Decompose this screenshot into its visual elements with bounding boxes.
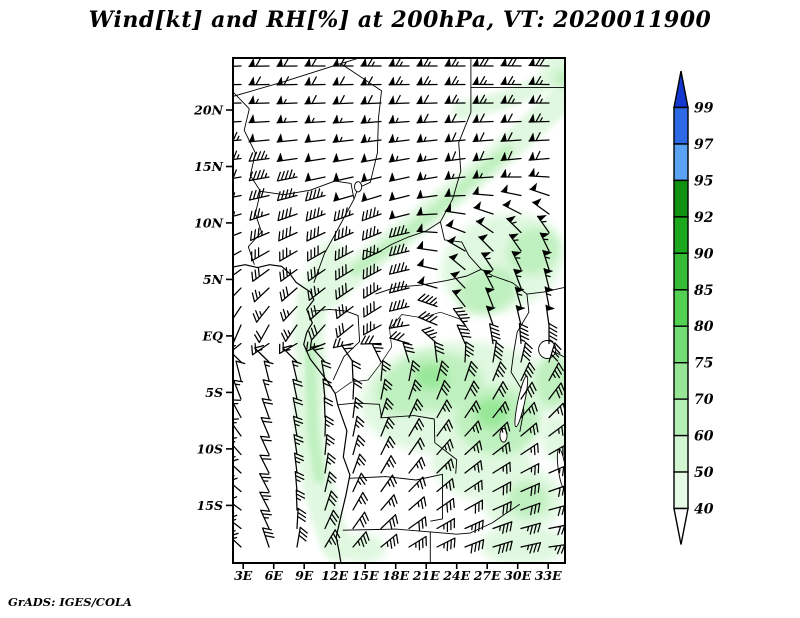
border-line: [526, 286, 565, 295]
rh-patch: [480, 524, 565, 563]
lon-label-33E: 33E: [535, 568, 562, 583]
border-line: [348, 473, 443, 522]
rh-band: [349, 145, 514, 276]
wind-barb-pennants: [248, 58, 556, 312]
rh-band: [452, 63, 565, 120]
lat-label-5N: 5N: [203, 272, 224, 287]
lat-label-20N: 20N: [193, 103, 223, 118]
lon-label-24E: 24E: [442, 568, 470, 583]
lat-label-5S: 5S: [205, 385, 223, 400]
coastline: [233, 264, 351, 563]
colorbar-label-50: 50: [694, 465, 714, 481]
colorbar-label-70: 70: [694, 392, 714, 408]
rh-patch: [376, 369, 426, 415]
rh-patch: [304, 259, 341, 309]
lake: [499, 428, 508, 443]
grads-credit: GrADS: IGES/COLA: [8, 595, 132, 609]
colorbar: 99 97 95 92 90 85 80 75 70 60 50 40: [673, 70, 714, 545]
colorbar-label-60: 60: [694, 429, 714, 445]
lon-label-30E: 30E: [504, 568, 531, 583]
lon-label-9E: 9E: [295, 568, 314, 583]
lon-label-3E: 3E: [234, 568, 253, 583]
rh-patch: [535, 352, 565, 410]
rh-patch: [475, 398, 510, 428]
border-line: [233, 91, 262, 265]
colorbar-segment: [673, 252, 689, 291]
colorbar-segment: [673, 143, 689, 182]
rh-patch: [507, 481, 549, 518]
wind-barb-staffs: [233, 58, 565, 555]
lon-label-6E: 6E: [265, 568, 284, 583]
colorbar-segment: [673, 434, 689, 473]
border-line: [313, 63, 382, 283]
colorbar-label-90: 90: [694, 246, 714, 262]
geography-layer: [233, 58, 565, 563]
colorbar-segment: [673, 216, 689, 255]
border-line: [233, 58, 361, 97]
border-line: [312, 308, 361, 381]
rh-band: [304, 341, 325, 483]
lat-label-15S: 15S: [197, 498, 223, 513]
lat-label-15N: 15N: [194, 159, 223, 174]
colorbar-segment: [673, 398, 689, 437]
colorbar-label-40: 40: [694, 502, 714, 518]
colorbar-segment: [673, 106, 689, 145]
colorbar-label-95: 95: [694, 173, 713, 189]
rh-patch: [340, 533, 386, 563]
lat-label-10S: 10S: [197, 441, 223, 456]
lon-label-27E: 27E: [473, 568, 501, 583]
colorbar-bottom-arrow: [673, 507, 689, 545]
rh-patch: [541, 415, 565, 461]
colorbar-label-97: 97: [694, 137, 714, 153]
colorbar-label-80: 80: [694, 319, 714, 335]
colorbar-segment: [673, 362, 689, 400]
colorbar-label-75: 75: [694, 356, 713, 372]
border-line: [375, 268, 528, 295]
river-line: [334, 311, 471, 394]
wind-barb-layer: [233, 58, 565, 555]
rh-shading-layer: [292, 58, 565, 563]
colorbar-segment: [673, 179, 689, 218]
lat-label-EQ: EQ: [202, 328, 224, 343]
colorbar-segment: [673, 325, 689, 364]
colorbar-label-92: 92: [694, 210, 714, 226]
rh-patch: [553, 69, 565, 88]
colorbar-segment: [673, 471, 689, 510]
colorbar-label-85: 85: [694, 283, 713, 299]
lon-label-18E: 18E: [382, 568, 409, 583]
colorbar-label-99: 99: [694, 101, 714, 117]
lon-label-12E: 12E: [321, 568, 348, 583]
colorbar-top-arrow: [673, 70, 689, 109]
border-line: [342, 528, 431, 563]
colorbar-segment: [673, 289, 689, 327]
page-title: Wind[kt] and RH[%] at 200hPa, VT: 202001…: [88, 7, 712, 33]
map-frame: [232, 57, 566, 564]
lat-label-10N: 10N: [194, 215, 223, 230]
lon-label-15E: 15E: [352, 568, 379, 583]
lon-label-21E: 21E: [412, 568, 440, 583]
lake: [354, 181, 363, 193]
